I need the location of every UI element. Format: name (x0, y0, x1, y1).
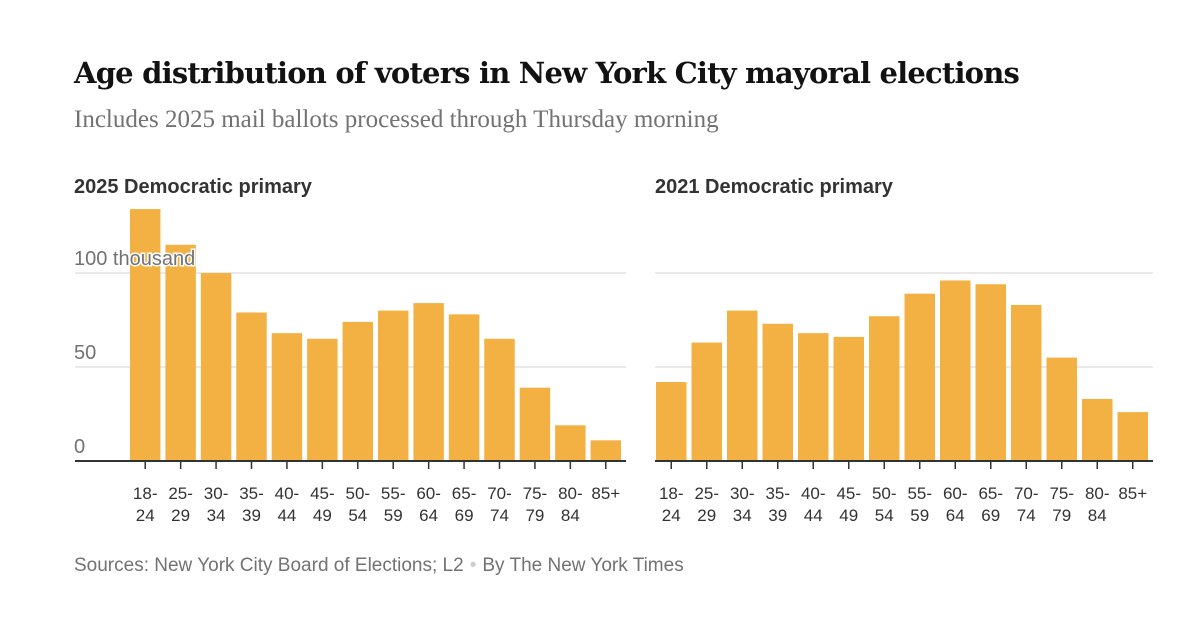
x-tick-label: 25- (694, 484, 719, 503)
x-tick-label: 49 (313, 506, 332, 525)
x-tick-label: 69 (981, 506, 1000, 525)
x-tick-label: 35- (239, 484, 264, 503)
x-tick-label: 50- (872, 484, 897, 503)
x-tick-label: 84 (561, 506, 580, 525)
bar-80-84 (1082, 398, 1113, 461)
byline: By The New York Times (482, 555, 684, 576)
bar-30-34 (727, 310, 758, 461)
x-tick-label: 30- (730, 484, 755, 503)
x-tick-label: 64 (419, 506, 438, 525)
x-tick-label: 18- (659, 484, 684, 503)
bar-65-69 (448, 314, 480, 461)
y-tick-label: 0 (74, 436, 85, 458)
x-tick-label: 85+ (591, 484, 620, 503)
x-tick-label: 80- (1085, 484, 1110, 503)
bar-55-59 (904, 293, 935, 461)
x-tick-label: 65- (978, 484, 1003, 503)
bar-30-34 (200, 273, 232, 461)
x-tick-label: 70- (487, 484, 512, 503)
bar-85+ (1117, 412, 1148, 461)
x-tick-label: 75- (523, 484, 548, 503)
chart-subtitle: Includes 2025 mail ballots processed thr… (74, 106, 719, 133)
x-tick-label: 65- (452, 484, 477, 503)
x-tick-label: 75- (1049, 484, 1074, 503)
x-tick-label: 54 (875, 506, 894, 525)
x-tick-label: 34 (733, 506, 752, 525)
bar-75-79 (1046, 357, 1077, 461)
x-tick-label: 39 (242, 506, 261, 525)
x-tick-label: 60- (416, 484, 441, 503)
x-tick-label: 44 (804, 506, 823, 525)
x-tick-label: 74 (490, 506, 509, 525)
x-tick-label: 18- (133, 484, 158, 503)
panel-title: 2021 Democratic primary (655, 176, 894, 198)
bar-60-64 (413, 303, 444, 461)
x-tick-label: 45- (836, 484, 861, 503)
bar-60-64 (940, 280, 971, 461)
x-tick-label: 79 (1052, 506, 1071, 525)
separator-dot: • (469, 555, 477, 576)
bar-75-79 (519, 387, 551, 461)
bar-65-69 (975, 284, 1006, 461)
x-tick-label: 85+ (1118, 484, 1147, 503)
x-tick-label: 55- (907, 484, 932, 503)
x-tick-label: 59 (384, 506, 403, 525)
bar-18-24 (130, 209, 161, 461)
bar-40-44 (798, 333, 829, 461)
x-tick-label: 64 (946, 506, 965, 525)
x-tick-label: 54 (348, 506, 367, 525)
bar-70-74 (484, 338, 515, 461)
x-tick-label: 80- (558, 484, 583, 503)
x-tick-label: 44 (277, 506, 296, 525)
bar-25-29 (691, 342, 722, 461)
x-tick-label: 59 (910, 506, 929, 525)
bar-85+ (590, 440, 621, 461)
bar-25-29 (165, 244, 196, 461)
x-tick-label: 70- (1014, 484, 1039, 503)
bar-45-49 (307, 338, 338, 461)
source-note: Sources: New York City Board of Election… (74, 555, 684, 577)
bar-70-74 (1011, 304, 1042, 461)
x-tick-label: 50- (345, 484, 370, 503)
x-tick-label: 74 (1017, 506, 1036, 525)
source-text: Sources: New York City Board of Election… (74, 555, 464, 576)
x-tick-label: 45- (310, 484, 335, 503)
chart-title: Age distribution of voters in New York C… (74, 56, 1020, 90)
x-tick-label: 39 (768, 506, 787, 525)
bar-45-49 (833, 336, 864, 461)
y-tick-label: 50 (74, 342, 96, 364)
x-tick-label: 79 (525, 506, 544, 525)
x-tick-label: 40- (275, 484, 300, 503)
panel-title: 2025 Democratic primary (74, 176, 313, 198)
y-tick-label: 100 thousand (74, 248, 195, 270)
x-tick-label: 29 (697, 506, 716, 525)
x-tick-label: 30- (204, 484, 229, 503)
x-tick-label: 84 (1088, 506, 1107, 525)
bar-55-59 (378, 310, 409, 461)
x-tick-label: 24 (662, 506, 681, 525)
x-tick-label: 60- (943, 484, 968, 503)
x-tick-label: 40- (801, 484, 826, 503)
x-tick-label: 49 (839, 506, 858, 525)
x-tick-label: 34 (207, 506, 226, 525)
x-tick-label: 29 (171, 506, 190, 525)
bar-50-54 (342, 321, 373, 461)
x-tick-label: 24 (136, 506, 155, 525)
bar-35-39 (762, 323, 793, 461)
bar-35-39 (236, 312, 267, 461)
x-tick-label: 35- (765, 484, 790, 503)
bar-50-54 (869, 316, 900, 461)
bar-40-44 (271, 333, 303, 461)
bar-18-24 (656, 382, 687, 461)
x-tick-label: 25- (168, 484, 193, 503)
x-tick-label: 69 (455, 506, 474, 525)
x-tick-label: 55- (381, 484, 406, 503)
bar-80-84 (555, 425, 586, 461)
